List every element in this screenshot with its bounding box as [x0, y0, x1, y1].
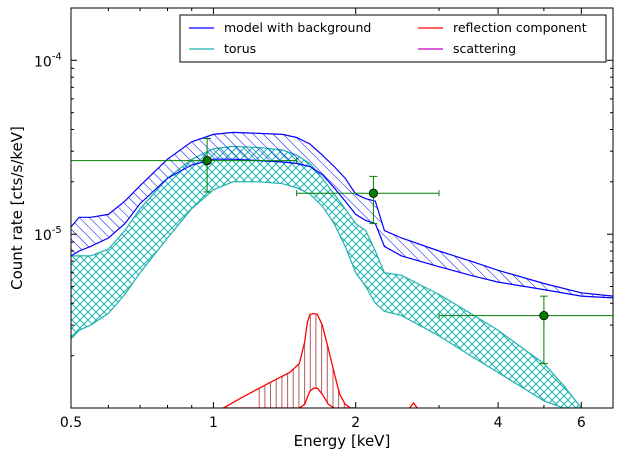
x-tick-label-0: 0.5	[60, 415, 82, 431]
x-tick-label-3: 4	[494, 415, 503, 431]
reflection-lines	[223, 312, 418, 408]
y-tick-label-0: 10-5	[34, 225, 62, 244]
x-tick-label-4: 6	[577, 415, 586, 431]
x-tick-label-2: 2	[351, 415, 360, 431]
data-point-0	[71, 138, 298, 193]
legend-label-reflection: reflection component	[453, 20, 587, 35]
y-tick-label-1: 10-4	[34, 51, 62, 70]
data-point-2	[438, 295, 613, 365]
series-bands	[71, 131, 613, 408]
band-lower-torus	[71, 181, 582, 408]
legend-label-scattering: scattering	[453, 41, 516, 56]
band-fill-torus	[71, 146, 582, 408]
y-axis-label: Count rate [cts/s/keV]	[8, 126, 26, 290]
marker-0	[202, 155, 212, 166]
reflection-feature	[409, 401, 418, 408]
x-axis-ticks: 0.5 1 2 4 6	[60, 8, 614, 431]
legend-label-torus: torus	[224, 41, 256, 56]
band-upper-model	[71, 131, 613, 297]
x-axis-label: Energy [keV]	[294, 432, 391, 450]
legend-label-model: model with background	[224, 20, 371, 35]
data-point-1	[296, 175, 440, 225]
plot-frame	[70, 7, 614, 409]
legend-box	[179, 14, 607, 63]
marker-1	[368, 188, 379, 198]
reflection-lower	[223, 387, 356, 408]
reflection-upper	[223, 312, 356, 408]
marker-2	[539, 311, 549, 321]
data-points	[71, 138, 613, 365]
legend: model with background torus reflection c…	[179, 14, 607, 63]
band-lower-model	[71, 158, 613, 299]
x-tick-label-1: 1	[209, 415, 218, 431]
